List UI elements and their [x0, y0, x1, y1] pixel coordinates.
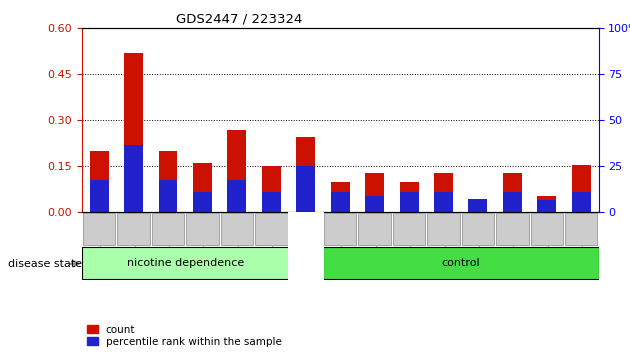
- FancyBboxPatch shape: [287, 246, 324, 280]
- Text: nicotine dependence: nicotine dependence: [127, 258, 244, 268]
- Bar: [193, 193, 212, 212]
- FancyBboxPatch shape: [117, 213, 150, 245]
- Text: GDS2447 / 223324: GDS2447 / 223324: [176, 12, 303, 25]
- Bar: [89, 151, 108, 212]
- Bar: [262, 193, 281, 212]
- Bar: [227, 180, 246, 212]
- Legend: count, percentile rank within the sample: count, percentile rank within the sample: [87, 325, 282, 347]
- Bar: [572, 193, 591, 212]
- Bar: [399, 182, 418, 212]
- FancyBboxPatch shape: [290, 213, 322, 245]
- Bar: [469, 199, 488, 212]
- Bar: [365, 172, 384, 212]
- Bar: [365, 195, 384, 212]
- Bar: [503, 193, 522, 212]
- Bar: [537, 195, 556, 212]
- Bar: [262, 166, 281, 212]
- FancyBboxPatch shape: [496, 213, 529, 245]
- Bar: [331, 193, 350, 212]
- FancyBboxPatch shape: [358, 213, 391, 245]
- Bar: [89, 180, 108, 212]
- Bar: [572, 165, 591, 212]
- Text: disease state: disease state: [8, 259, 82, 269]
- Bar: [331, 182, 350, 212]
- Bar: [124, 145, 143, 212]
- Bar: [159, 151, 178, 212]
- FancyBboxPatch shape: [393, 213, 425, 245]
- Bar: [469, 199, 488, 212]
- FancyBboxPatch shape: [462, 213, 494, 245]
- FancyBboxPatch shape: [186, 213, 219, 245]
- FancyBboxPatch shape: [565, 213, 597, 245]
- Text: control: control: [442, 258, 480, 268]
- FancyBboxPatch shape: [83, 213, 115, 245]
- FancyBboxPatch shape: [323, 247, 598, 279]
- FancyBboxPatch shape: [82, 247, 289, 279]
- FancyBboxPatch shape: [152, 213, 184, 245]
- FancyBboxPatch shape: [255, 213, 287, 245]
- FancyBboxPatch shape: [287, 212, 324, 246]
- Bar: [434, 193, 453, 212]
- Bar: [124, 53, 143, 212]
- Bar: [503, 172, 522, 212]
- Bar: [434, 172, 453, 212]
- Bar: [227, 130, 246, 212]
- FancyBboxPatch shape: [427, 213, 460, 245]
- Bar: [399, 193, 418, 212]
- Bar: [159, 180, 178, 212]
- FancyBboxPatch shape: [220, 213, 253, 245]
- FancyBboxPatch shape: [324, 213, 357, 245]
- Bar: [537, 200, 556, 212]
- Bar: [193, 163, 212, 212]
- FancyBboxPatch shape: [530, 213, 563, 245]
- Bar: [296, 137, 315, 212]
- Bar: [296, 166, 315, 212]
